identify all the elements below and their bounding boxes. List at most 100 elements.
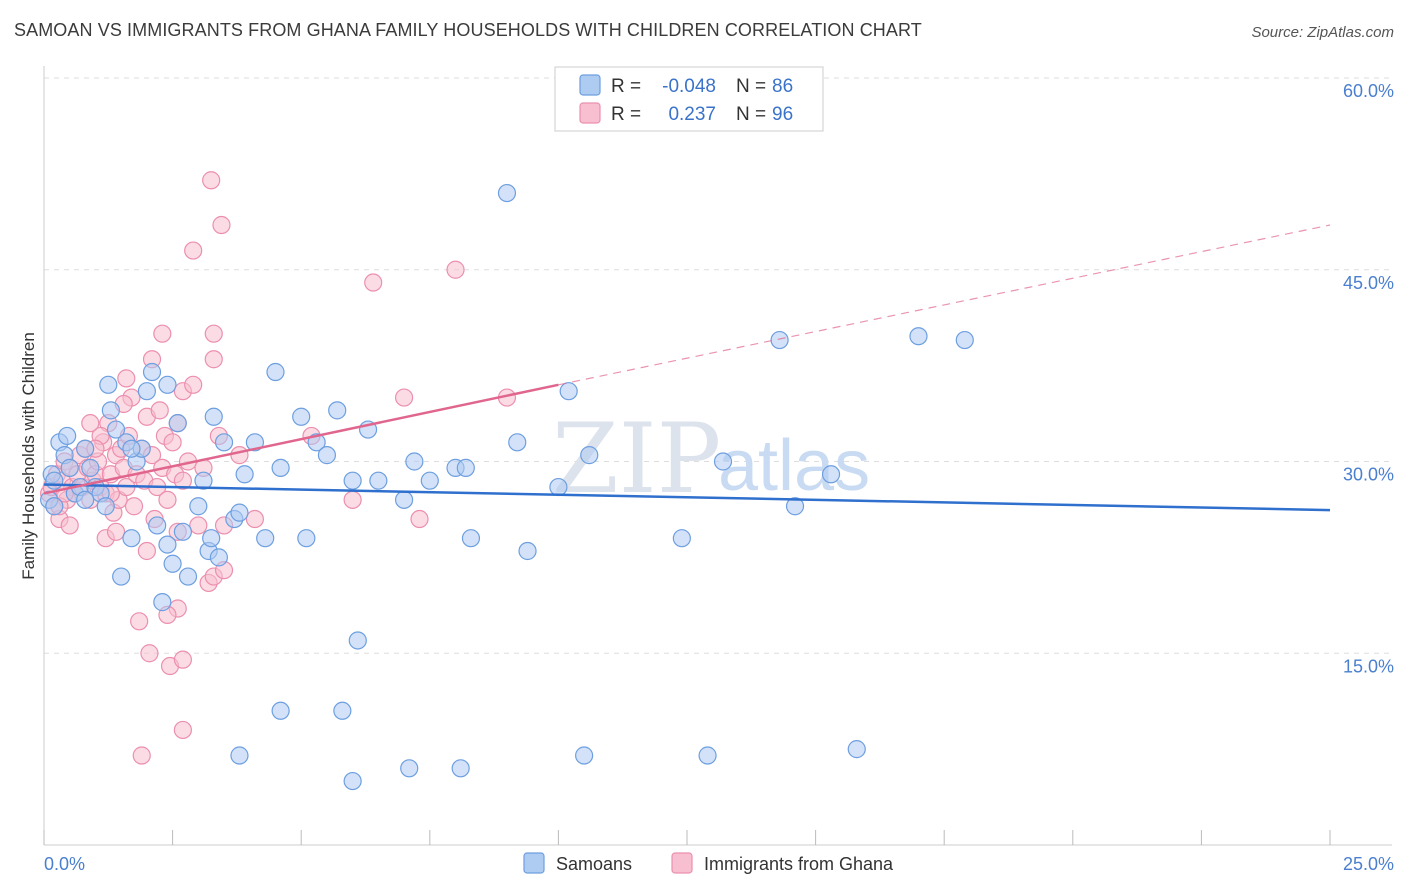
samoans-point	[271, 458, 290, 477]
legend-n-value-samoans: 86	[772, 76, 793, 97]
legend-r-label-samoans: R =	[611, 76, 641, 97]
samoans-point	[112, 567, 131, 586]
samoans-point	[245, 433, 265, 452]
samoans-point	[549, 477, 568, 497]
samoans-point	[101, 401, 120, 420]
samoans-point	[497, 183, 517, 203]
ghana-point	[189, 516, 208, 535]
y-tick-labels: 15.0% 30.0% 45.0% 60.0%	[1343, 81, 1394, 676]
samoans-point	[158, 535, 177, 554]
ghana-point	[184, 241, 203, 260]
samoans-point	[770, 330, 789, 350]
x-tick-label-max: 25.0%	[1343, 854, 1394, 874]
ghana-point	[446, 260, 465, 279]
ghana-point	[202, 171, 221, 190]
legend-r-value-samoans: -0.048	[662, 76, 716, 97]
ghana-point	[137, 541, 156, 561]
samoans-point	[235, 465, 254, 484]
legend-r-label-ghana: R =	[611, 104, 641, 125]
series-samoans-points	[40, 183, 974, 791]
y-axis-label: Family Households with Children	[19, 332, 38, 580]
bottom-legend-label-ghana: Immigrants from Ghana	[704, 854, 894, 874]
samoans-point	[158, 375, 177, 394]
samoans-point	[292, 407, 311, 426]
samoans-point	[420, 471, 439, 490]
legend-r-value-ghana: 0.237	[668, 104, 716, 125]
samoans-point	[575, 746, 594, 765]
ghana-point	[410, 509, 429, 529]
samoans-point	[230, 746, 249, 765]
samoans-point	[106, 420, 126, 439]
ghana-point	[184, 375, 203, 394]
samoans-point	[369, 471, 388, 490]
ghana-point	[158, 490, 177, 509]
samoans-point	[230, 503, 249, 522]
samoans-point	[307, 433, 326, 452]
ghana-point	[230, 446, 249, 465]
ghana-point	[117, 369, 136, 388]
ghana-point	[173, 720, 192, 740]
samoans-point	[76, 439, 95, 458]
x-ticks	[43, 830, 1331, 845]
ghana-point	[212, 215, 231, 235]
ghana-point	[245, 509, 265, 529]
samoans-point	[122, 529, 141, 548]
samoans-point	[672, 529, 691, 548]
samoans-point	[317, 446, 337, 465]
samoans-point	[58, 426, 77, 446]
source-credit: Source: ZipAtlas.com	[1251, 24, 1394, 41]
samoans-point	[60, 458, 79, 477]
samoans-point	[178, 567, 198, 586]
samoans-point	[297, 529, 316, 548]
ghana-point	[153, 324, 172, 343]
ghana-point	[124, 497, 144, 516]
samoans-point	[909, 327, 928, 346]
samoans-point	[847, 740, 866, 759]
samoans-point	[45, 471, 64, 490]
trend-lines	[43, 224, 1331, 512]
samoans-point	[328, 401, 347, 420]
ghana-point	[81, 414, 100, 433]
samoans-point	[333, 701, 352, 720]
samoans-point	[209, 548, 228, 567]
samoans-point	[122, 439, 141, 458]
samoans-point	[343, 771, 362, 791]
ghana-point	[204, 324, 223, 343]
samoans-point	[189, 497, 208, 516]
y-tick-label: 60.0%	[1343, 81, 1394, 101]
samoans-point	[559, 382, 578, 401]
samoans-point	[204, 407, 223, 426]
samoans-point	[461, 529, 481, 548]
samoans-point	[713, 452, 733, 471]
bottom-legend-swatch-samoans	[523, 852, 545, 874]
samoans-point	[99, 375, 118, 394]
y-tick-label: 45.0%	[1343, 273, 1394, 293]
ghana-point	[60, 516, 79, 535]
legend-swatch-ghana	[579, 102, 601, 124]
samoans-point	[955, 330, 974, 350]
samoans-point	[202, 529, 221, 548]
samoans-point	[96, 497, 115, 516]
samoans-point	[451, 759, 470, 778]
correlation-legend: R = -0.048 N = 86 R = 0.237 N = 96	[554, 66, 824, 132]
ghana-point	[364, 273, 383, 292]
x-tick-label-min: 0.0%	[44, 854, 85, 874]
ghana-point	[163, 433, 182, 452]
bottom-legend-swatch-ghana	[671, 852, 693, 874]
ghana-point	[173, 471, 192, 490]
chart-title: SAMOAN VS IMMIGRANTS FROM GHANA FAMILY H…	[14, 20, 922, 40]
bottom-legend-label-samoans: Samoans	[556, 854, 632, 874]
ghana-point	[150, 401, 169, 420]
samoans-point	[81, 458, 100, 477]
trend-line-samoans	[43, 483, 1331, 512]
samoans-point	[580, 446, 599, 465]
samoans-point	[256, 529, 275, 548]
ghana-point	[394, 388, 414, 407]
samoans-point	[343, 471, 362, 490]
series-legend: Samoans Immigrants from Ghana	[523, 852, 894, 874]
samoans-point	[168, 414, 187, 433]
grid	[44, 77, 1392, 654]
samoans-point	[266, 362, 285, 382]
legend-swatch-samoans	[579, 74, 601, 96]
